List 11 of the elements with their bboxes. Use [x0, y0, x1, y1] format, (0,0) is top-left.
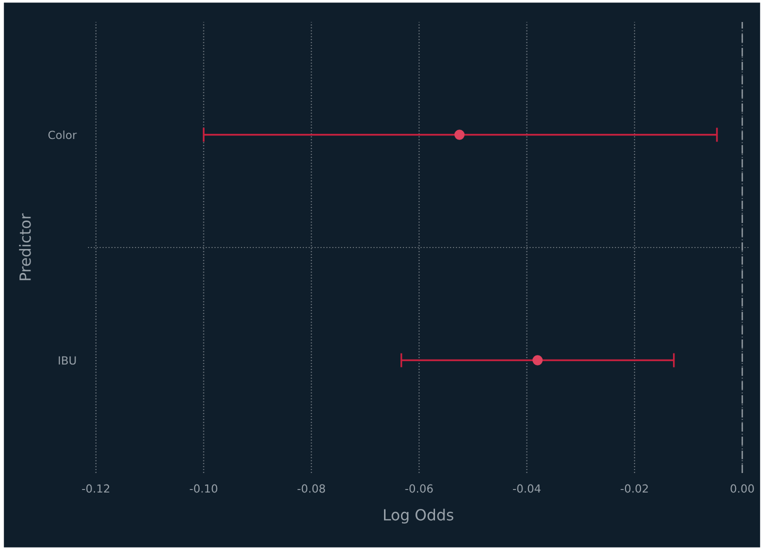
x-tick-label: -0.04	[512, 484, 541, 493]
y-axis-title: Predictor	[19, 213, 31, 280]
x-axis-title: Log Odds	[384, 508, 454, 524]
x-tick-label: -0.10	[190, 484, 218, 493]
x-tick-label: -0.08	[298, 484, 325, 493]
x-tick-label: -0.06	[405, 484, 433, 493]
y-tick-label: Color	[48, 130, 77, 140]
x-tick-label: 0.00	[730, 484, 754, 493]
y-tick-label: IBU	[58, 356, 76, 365]
x-tick-label: -0.02	[620, 484, 648, 493]
x-tick-label: -0.12	[82, 484, 110, 493]
